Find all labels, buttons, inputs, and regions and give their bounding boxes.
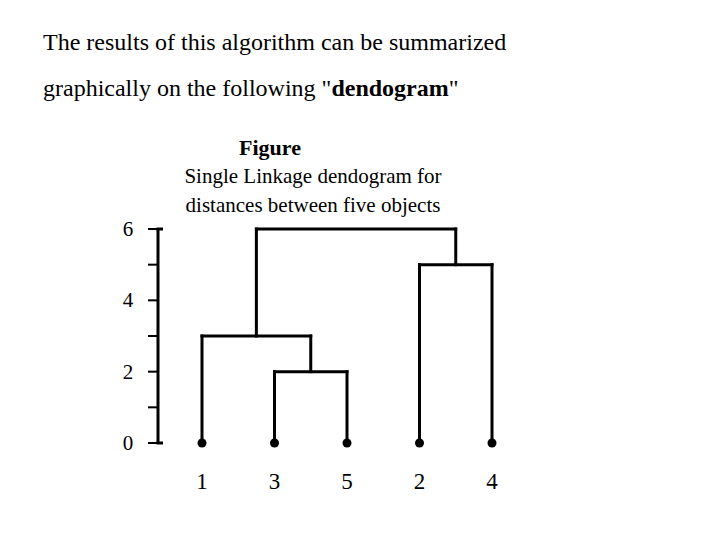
leaf-label: 2 <box>414 469 426 494</box>
y-tick-label: 0 <box>123 431 134 455</box>
heading-line: graphically on the following "dendogram" <box>43 75 459 101</box>
leaf-label: 5 <box>341 469 353 494</box>
link-vertical <box>255 229 258 336</box>
leaf-label: 1 <box>196 469 208 494</box>
y-tick <box>148 299 158 301</box>
y-minor-tick <box>148 406 158 408</box>
leaf-label: 3 <box>269 469 281 494</box>
chart-title: Figure <box>239 135 301 160</box>
heading-segment: dendogram <box>331 75 448 101</box>
y-tick <box>148 442 158 444</box>
leaf <box>488 439 497 448</box>
heading-segment: " <box>449 75 459 101</box>
chart-subtitle: distances between five objects <box>186 193 441 217</box>
y-minor-tick <box>148 335 158 337</box>
heading-segment: The results of this algorithm can be sum… <box>43 29 506 55</box>
leaf-label: 4 <box>486 469 498 494</box>
link-vertical <box>309 336 312 372</box>
chart-subtitle: Single Linkage dendogram for <box>184 164 441 188</box>
link-vertical <box>273 372 276 443</box>
y-tick <box>148 228 158 230</box>
y-tick-label: 6 <box>123 217 134 241</box>
heading-segment: graphically on the following " <box>43 75 331 101</box>
link-vertical <box>418 265 421 443</box>
page: The results of this algorithm can be sum… <box>0 0 720 540</box>
leaf <box>415 439 424 448</box>
y-tick-label: 4 <box>123 288 134 312</box>
link-horizontal <box>256 228 455 231</box>
link-vertical <box>201 336 204 443</box>
y-minor-tick <box>148 264 158 266</box>
y-tick-label: 2 <box>123 360 134 384</box>
link-vertical <box>491 265 494 443</box>
link-vertical <box>454 229 457 265</box>
leaf <box>270 439 279 448</box>
link-vertical <box>346 372 349 443</box>
leaf <box>198 439 207 448</box>
heading-line: The results of this algorithm can be sum… <box>43 29 506 55</box>
y-tick <box>148 371 158 373</box>
dendrogram-links <box>202 229 492 443</box>
leaf <box>343 439 352 448</box>
